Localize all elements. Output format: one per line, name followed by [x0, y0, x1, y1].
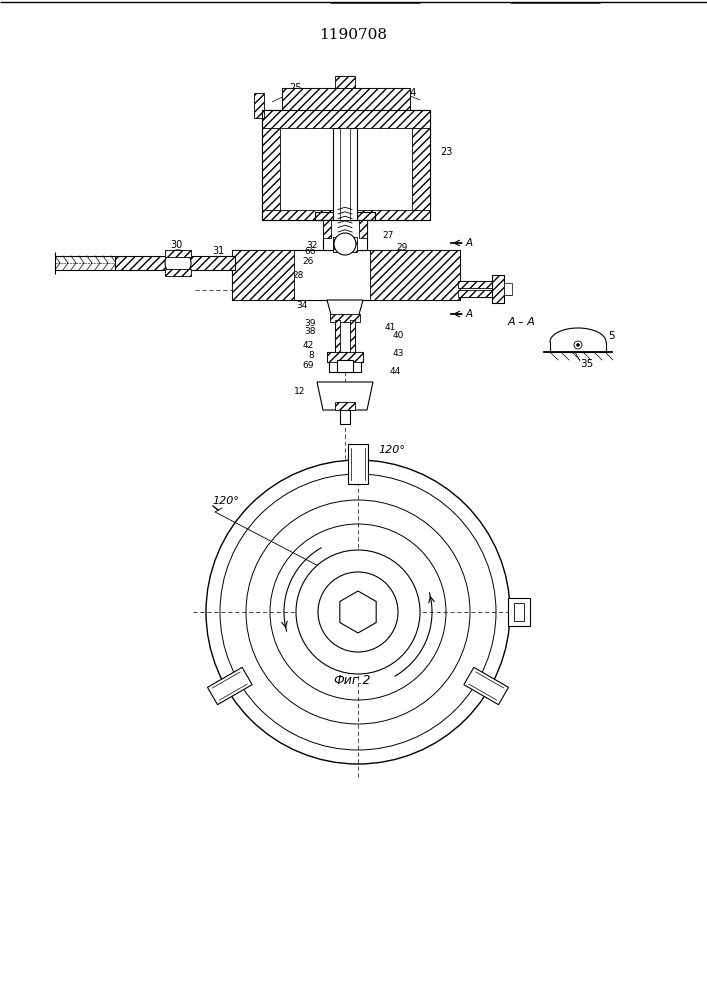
Bar: [335, 402, 355, 410]
Text: 120°: 120°: [212, 496, 239, 506]
Bar: [165, 250, 191, 257]
Text: 43: 43: [393, 350, 404, 359]
Circle shape: [574, 341, 582, 349]
Bar: [323, 220, 331, 238]
Bar: [458, 281, 496, 297]
Bar: [359, 220, 367, 238]
Bar: [327, 352, 363, 362]
Text: 44: 44: [390, 367, 402, 376]
Text: 28: 28: [293, 270, 304, 279]
Bar: [508, 598, 530, 626]
Text: 66: 66: [305, 247, 316, 256]
Text: 69: 69: [303, 361, 314, 370]
Bar: [350, 320, 355, 355]
Text: 37: 37: [404, 284, 416, 292]
Text: 30: 30: [170, 240, 182, 250]
Text: 5: 5: [608, 331, 614, 341]
Bar: [337, 360, 353, 372]
Text: 34: 34: [297, 302, 308, 310]
Bar: [370, 250, 460, 300]
Bar: [315, 212, 375, 220]
Bar: [335, 320, 340, 355]
Bar: [330, 314, 360, 322]
Text: 120°: 120°: [378, 445, 405, 455]
Circle shape: [165, 250, 191, 276]
Bar: [115, 256, 235, 270]
Text: 26: 26: [303, 256, 314, 265]
Bar: [165, 269, 191, 276]
Text: 12: 12: [293, 387, 305, 396]
Bar: [492, 275, 504, 303]
Circle shape: [206, 460, 510, 764]
Bar: [262, 110, 430, 220]
Circle shape: [296, 550, 420, 674]
Bar: [323, 220, 367, 250]
Polygon shape: [317, 382, 373, 410]
Text: 38: 38: [305, 328, 316, 336]
Circle shape: [334, 233, 356, 255]
Bar: [492, 275, 504, 303]
Text: А: А: [466, 309, 473, 319]
Polygon shape: [208, 667, 252, 705]
Text: Фиг.2: Фиг.2: [333, 674, 370, 687]
Bar: [333, 237, 339, 252]
Text: 36: 36: [404, 292, 416, 300]
Bar: [262, 110, 430, 220]
Bar: [315, 212, 375, 220]
Text: 31: 31: [212, 246, 224, 256]
Polygon shape: [340, 591, 376, 633]
Text: 35: 35: [580, 359, 593, 369]
Text: А: А: [466, 238, 473, 248]
Text: А – А: А – А: [508, 317, 536, 327]
Bar: [232, 250, 294, 300]
Bar: [351, 237, 357, 252]
Circle shape: [318, 572, 398, 652]
Text: 1190708: 1190708: [319, 28, 387, 42]
Bar: [340, 128, 350, 220]
Polygon shape: [348, 444, 368, 484]
Text: 39: 39: [305, 320, 316, 328]
Bar: [232, 250, 460, 300]
Polygon shape: [327, 300, 363, 322]
Bar: [115, 256, 235, 270]
Bar: [262, 110, 430, 128]
Text: 42: 42: [303, 342, 314, 351]
Circle shape: [576, 344, 580, 347]
Text: 33: 33: [284, 288, 295, 298]
Bar: [504, 283, 512, 295]
Bar: [335, 76, 355, 88]
Bar: [458, 290, 496, 297]
Bar: [335, 320, 355, 355]
Polygon shape: [464, 667, 508, 705]
Bar: [329, 360, 361, 372]
Text: 23: 23: [440, 147, 452, 157]
Bar: [254, 93, 264, 118]
Text: 32: 32: [307, 240, 318, 249]
Bar: [412, 110, 430, 220]
Bar: [262, 110, 280, 220]
Bar: [514, 603, 524, 621]
Bar: [333, 128, 357, 220]
Text: 40: 40: [393, 332, 404, 340]
Bar: [458, 281, 496, 288]
Text: 29: 29: [396, 243, 407, 252]
Bar: [282, 88, 410, 110]
Bar: [327, 352, 363, 362]
Text: 41: 41: [385, 322, 397, 332]
Bar: [262, 210, 430, 220]
Text: 8: 8: [308, 352, 314, 360]
Text: 27: 27: [382, 232, 393, 240]
Text: 25: 25: [288, 83, 301, 93]
Text: 24: 24: [404, 88, 416, 98]
Bar: [340, 410, 350, 424]
